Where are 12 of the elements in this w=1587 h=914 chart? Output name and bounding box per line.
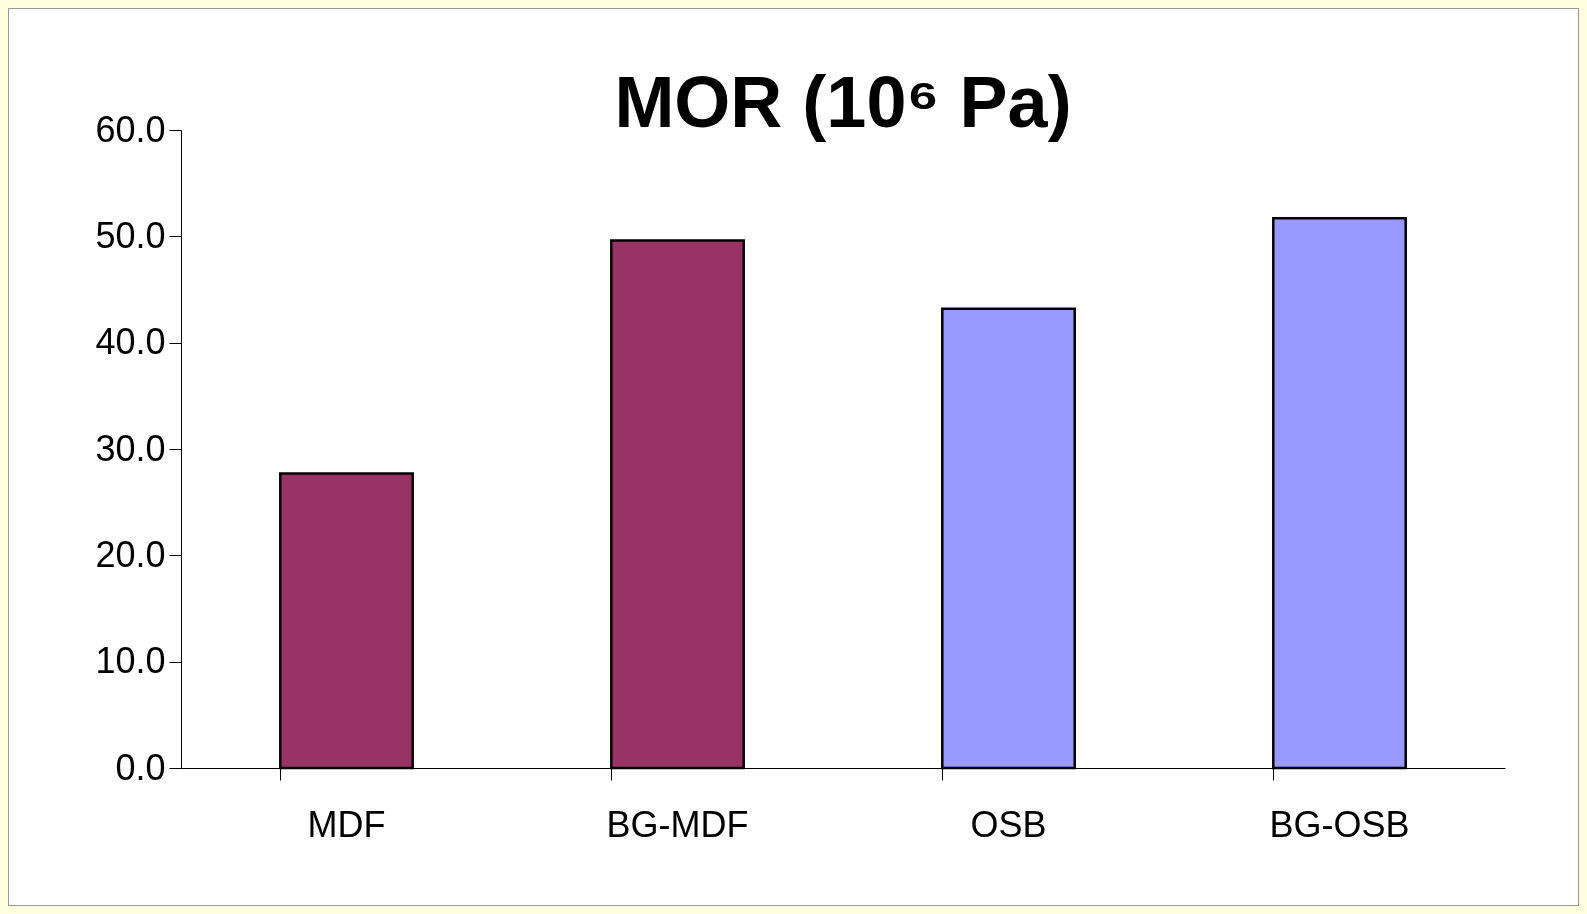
y-tick-label: 60.0 [95,108,166,150]
y-tick-label: 40.0 [95,321,166,363]
y-tick-label: 30.0 [95,427,166,469]
x-tick-label: MDF [307,803,386,845]
y-tick-label: 10.0 [95,640,166,682]
x-tick-label: BG-OSB [1269,803,1410,845]
x-tick-label: OSB [970,803,1047,845]
y-tick-label: 50.0 [95,214,166,256]
y-tick-label: 0.0 [115,746,166,788]
y-tick-label: 20.0 [95,533,166,575]
x-tick-label: BG-MDF [606,803,749,845]
chart-title: MOR (10⁶ Pa) [614,62,1072,142]
